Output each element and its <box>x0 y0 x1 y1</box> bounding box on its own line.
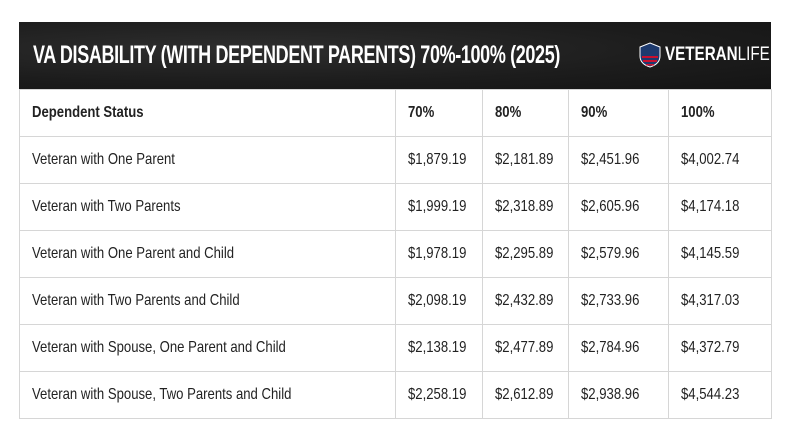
cell-text: $4,372.79 <box>681 339 740 356</box>
table-row: Veteran with Spouse, One Parent and Chil… <box>19 324 772 372</box>
cell-text: $4,544.23 <box>681 386 740 403</box>
cell-text: $2,258.19 <box>408 386 467 403</box>
dependent-status-cell: Veteran with Spouse, Two Parents and Chi… <box>19 371 396 419</box>
cell-text: Veteran with One Parent and Child <box>32 245 235 262</box>
rate-cell: $1,879.19 <box>395 136 483 184</box>
cell-text: $2,605.96 <box>581 198 640 215</box>
cell-text: $2,432.89 <box>495 292 554 309</box>
table-row: Veteran with One Parent and Child $1,978.… <box>19 230 772 278</box>
cell-text: Veteran with Spouse, Two Parents and Chi… <box>32 386 292 403</box>
rate-cell: $2,181.89 <box>482 136 569 184</box>
veteranlife-logo: VETERANLIFE <box>639 42 796 68</box>
cell-text: $2,181.89 <box>495 151 554 168</box>
rate-cell: $2,138.19 <box>395 324 483 372</box>
rate-cell: $2,784.96 <box>568 324 669 372</box>
cell-text: $4,317.03 <box>681 292 740 309</box>
cell-text: $4,174.18 <box>681 198 740 215</box>
dependent-status-cell: Veteran with Spouse, One Parent and Chil… <box>19 324 396 372</box>
column-header-label: 90% <box>581 104 608 121</box>
cell-text: $2,612.89 <box>495 386 554 403</box>
cell-text: $2,579.96 <box>581 245 640 262</box>
cell-text: Veteran with Two Parents <box>32 198 181 215</box>
cell-text: $1,978.19 <box>408 245 467 262</box>
cell-text: $2,098.19 <box>408 292 467 309</box>
rate-cell: $2,258.19 <box>395 371 483 419</box>
rate-cell: $4,317.03 <box>668 277 772 325</box>
column-header-label: 100% <box>681 104 715 121</box>
rate-cell: $2,733.96 <box>568 277 669 325</box>
rate-cell: $1,999.19 <box>395 183 483 231</box>
rate-cell: $4,372.79 <box>668 324 772 372</box>
column-header: 100% <box>668 89 772 137</box>
cell-text: $1,879.19 <box>408 151 467 168</box>
logo-text: VETERANLIFE <box>665 44 770 66</box>
rate-cell: $4,002.74 <box>668 136 772 184</box>
cell-text: $2,451.96 <box>581 151 640 168</box>
column-header-label: Dependent Status <box>32 104 144 121</box>
rate-cell: $2,451.96 <box>568 136 669 184</box>
table-row: Veteran with Two Parents $1,999.19 $2,318.… <box>19 183 772 231</box>
cell-text: $2,477.89 <box>495 339 554 356</box>
rate-cell: $2,098.19 <box>395 277 483 325</box>
column-header: 90% <box>568 89 669 137</box>
rate-cell: $2,295.89 <box>482 230 569 278</box>
cell-text: $2,733.96 <box>581 292 640 309</box>
cell-text: $1,999.19 <box>408 198 467 215</box>
cell-text: Veteran with Spouse, One Parent and Chil… <box>32 339 286 356</box>
rate-cell: $4,145.59 <box>668 230 772 278</box>
table-row: Veteran with Spouse, Two Parents and Chi… <box>19 371 772 419</box>
cell-text: $2,938.96 <box>581 386 640 403</box>
rate-cell: $4,544.23 <box>668 371 772 419</box>
logo-text-bold: VETERAN <box>665 44 738 65</box>
cell-text: $2,318.89 <box>495 198 554 215</box>
title-banner: VA DISABILITY (WITH DEPENDENT PARENTS) 7… <box>19 22 771 89</box>
rate-cell: $2,318.89 <box>482 183 569 231</box>
table-row: Veteran with One Parent $1,879.19 $2,181.8… <box>19 136 772 184</box>
rate-cell: $2,477.89 <box>482 324 569 372</box>
rate-cell: $4,174.18 <box>668 183 772 231</box>
rate-cell: $2,432.89 <box>482 277 569 325</box>
rate-cell: $2,612.89 <box>482 371 569 419</box>
rate-cell: $2,579.96 <box>568 230 669 278</box>
rate-cell: $2,938.96 <box>568 371 669 419</box>
disability-rates-table: Dependent Status 70% 80% 90% 100% Veteran wi… <box>19 89 772 419</box>
page-title: VA DISABILITY (WITH DEPENDENT PARENTS) 7… <box>33 41 560 69</box>
table-header-row: Dependent Status 70% 80% 90% 100% <box>19 89 772 137</box>
cell-text: $2,784.96 <box>581 339 640 356</box>
rate-cell: $1,978.19 <box>395 230 483 278</box>
shield-logo-icon <box>639 42 661 68</box>
cell-text: Veteran with Two Parents and Child <box>32 292 240 309</box>
dependent-status-cell: Veteran with Two Parents and Child <box>19 277 396 325</box>
cell-text: $4,002.74 <box>681 151 740 168</box>
column-header: 70% <box>395 89 483 137</box>
logo-text-light: LIFE <box>737 44 770 65</box>
column-header-label: 80% <box>495 104 522 121</box>
column-header-label: 70% <box>408 104 435 121</box>
cell-text: Veteran with One Parent <box>32 151 175 168</box>
column-header: Dependent Status <box>19 89 396 137</box>
dependent-status-cell: Veteran with One Parent and Child <box>19 230 396 278</box>
table-row: Veteran with Two Parents and Child $2,098… <box>19 277 772 325</box>
cell-text: $2,138.19 <box>408 339 467 356</box>
rate-cell: $2,605.96 <box>568 183 669 231</box>
cell-text: $4,145.59 <box>681 245 740 262</box>
dependent-status-cell: Veteran with Two Parents <box>19 183 396 231</box>
dependent-status-cell: Veteran with One Parent <box>19 136 396 184</box>
column-header: 80% <box>482 89 569 137</box>
cell-text: $2,295.89 <box>495 245 554 262</box>
